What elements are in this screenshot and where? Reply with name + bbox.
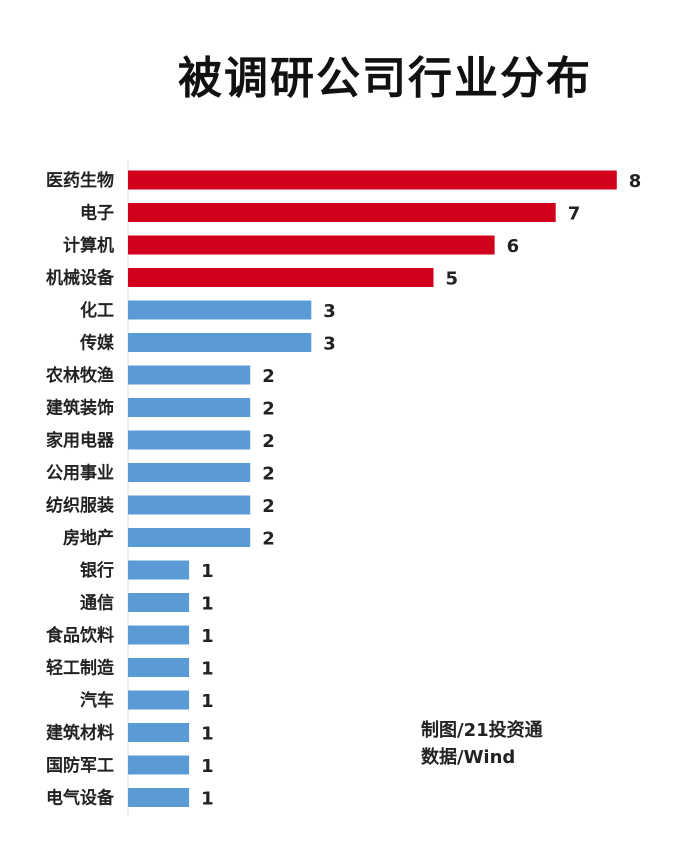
value-label: 1: [201, 659, 214, 680]
category-label: 轻工制造: [46, 658, 115, 679]
bar-10: [128, 463, 251, 482]
bar-16: [128, 658, 190, 677]
bar-5: [128, 300, 312, 320]
category-label: 汽车: [80, 690, 114, 711]
bar-19: [128, 755, 190, 775]
category-label: 银行: [80, 560, 114, 581]
bar-11: [128, 495, 251, 515]
bar-3: [128, 235, 495, 255]
value-label: 1: [201, 789, 214, 810]
bar-7: [128, 365, 251, 385]
category-label: 建筑装饰: [46, 398, 114, 419]
value-label: 8: [629, 171, 642, 192]
value-label: 1: [201, 626, 214, 647]
value-label: 3: [323, 334, 336, 355]
category-label: 电气设备: [46, 788, 115, 809]
category-label: 化工: [80, 300, 114, 321]
category-label: 农林牧渔: [45, 365, 114, 386]
bar-20: [128, 788, 190, 807]
category-label: 传媒: [79, 333, 115, 354]
value-label: 6: [507, 236, 520, 257]
source-credit: 制图/21投资通: [421, 720, 543, 741]
bar-1: [128, 170, 617, 190]
value-label: 2: [262, 496, 275, 517]
category-label: 家用电器: [46, 430, 115, 451]
value-label: 2: [262, 529, 275, 550]
data-source: 数据/Wind: [421, 747, 516, 768]
bar-4: [128, 268, 434, 287]
bar-2: [128, 203, 556, 222]
bar-6: [128, 333, 312, 352]
value-label: 1: [201, 724, 214, 745]
category-label: 食品饮料: [46, 625, 114, 646]
bar-9: [128, 430, 251, 450]
value-label: 2: [262, 464, 275, 485]
category-label: 纺织服装: [46, 495, 114, 516]
category-label: 计算机: [63, 235, 114, 256]
category-label: 国防军工: [46, 755, 114, 776]
category-label: 电子: [80, 203, 114, 224]
bar-15: [128, 625, 190, 645]
value-label: 7: [568, 204, 581, 225]
bar-17: [128, 690, 190, 710]
value-label: 1: [201, 756, 214, 777]
value-label: 2: [262, 399, 275, 420]
bar-12: [128, 528, 251, 547]
bar-8: [128, 398, 251, 417]
value-label: 2: [262, 431, 275, 452]
category-label: 机械设备: [46, 268, 115, 289]
value-label: 1: [201, 561, 214, 582]
bar-13: [128, 560, 190, 580]
category-label: 医药生物: [46, 170, 114, 191]
bar-18: [128, 723, 190, 742]
value-label: 1: [201, 594, 214, 615]
value-label: 3: [323, 301, 336, 322]
category-label: 公用事业: [46, 464, 114, 484]
category-label: 建筑材料: [46, 723, 114, 744]
category-label: 通信: [80, 593, 114, 614]
bar-14: [128, 593, 190, 612]
value-label: 1: [201, 691, 214, 712]
value-label: 5: [446, 269, 459, 290]
chart-title: 被调研公司行业分布: [178, 53, 592, 104]
value-label: 2: [262, 366, 275, 387]
category-label: 房地产: [63, 528, 114, 549]
